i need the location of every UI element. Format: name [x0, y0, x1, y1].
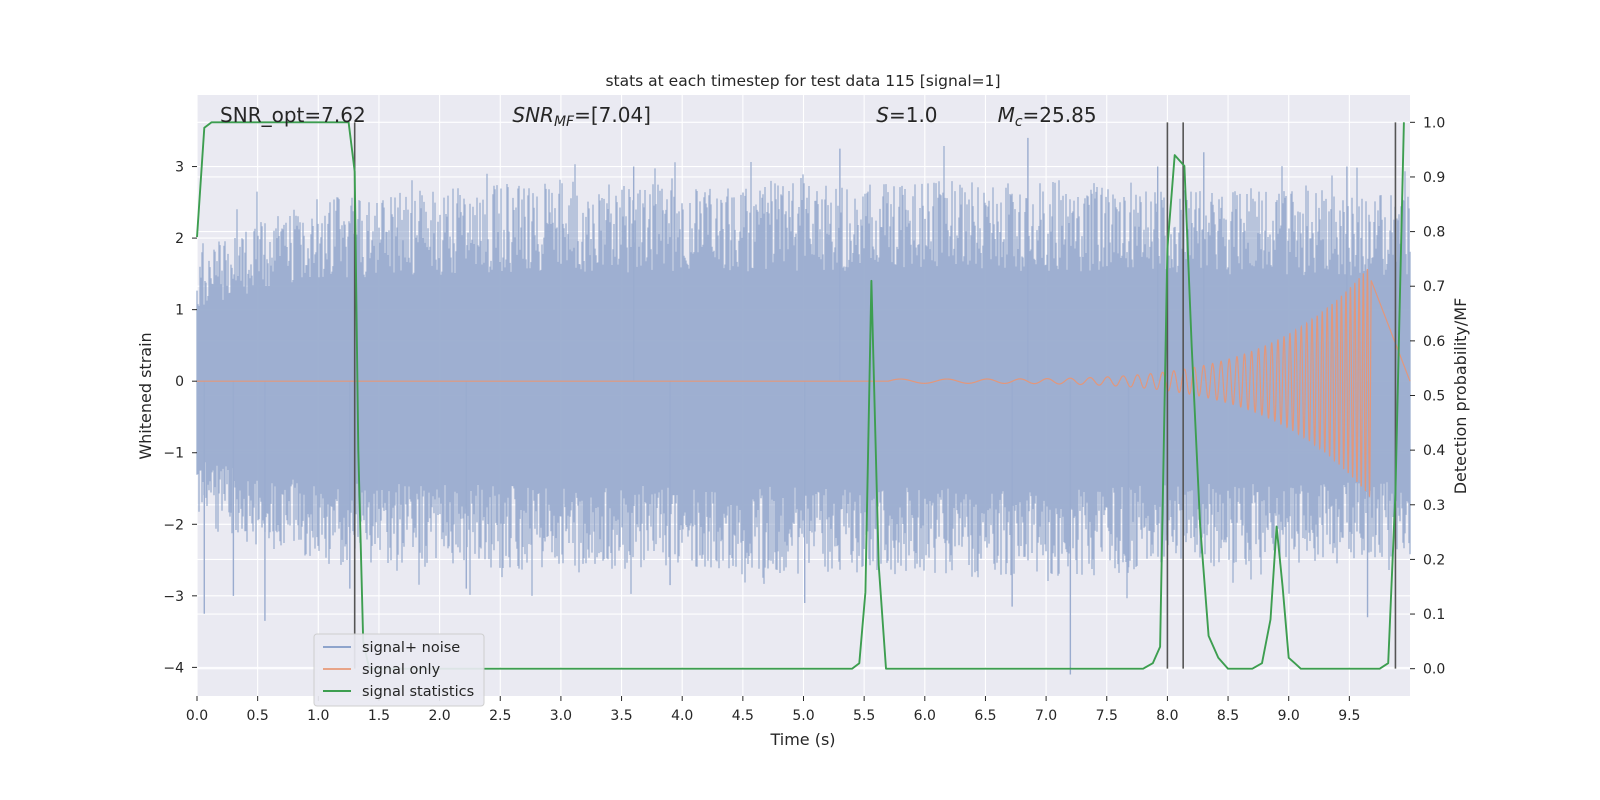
x-tick-label: 6.5 — [974, 708, 996, 724]
y-tick-label-left: −4 — [163, 660, 184, 676]
annotation-3: Mc=25.85 — [998, 103, 1097, 130]
y-tick-label-left: −3 — [163, 589, 184, 605]
y-tick-label-left: 3 — [175, 160, 184, 176]
y-tick-label-right: 0.5 — [1423, 389, 1445, 405]
x-tick-label: 0.5 — [247, 708, 269, 724]
series-signal-only — [197, 268, 1411, 498]
y-tick-label-right: 0.6 — [1423, 334, 1445, 350]
y-tick-label-right: 0.9 — [1423, 170, 1445, 186]
y-tick-label-left: 0 — [175, 374, 184, 390]
y-tick-label-right: 0.7 — [1423, 279, 1445, 295]
x-tick-label: 8.5 — [1217, 708, 1239, 724]
y-tick-label-right: 0.3 — [1423, 498, 1445, 514]
y-axis-label-right: Detection probability/MF — [1451, 298, 1470, 495]
annotation-0: SNR_opt=7.62 — [220, 103, 366, 127]
y-tick-label-right: 0.0 — [1423, 662, 1445, 678]
x-tick-label: 3.5 — [610, 708, 632, 724]
x-tick-label: 9.0 — [1278, 708, 1300, 724]
y-tick-label-left: −2 — [163, 517, 184, 533]
x-tick-label: 7.5 — [1096, 708, 1118, 724]
y-tick-label-right: 1.0 — [1423, 115, 1445, 131]
annotation-1: SNRMF=[7.04] — [512, 103, 651, 130]
y-tick-label-right: 0.1 — [1423, 607, 1445, 623]
y-tick-label-left: 1 — [175, 303, 184, 319]
legend: signal+ noise signal only signal statistic… — [313, 633, 485, 707]
annotation-2: S=1.0 — [876, 103, 937, 127]
x-tick-label: 5.5 — [853, 708, 875, 724]
signal-trace — [197, 268, 1411, 498]
y-tick-label-left: −1 — [163, 446, 184, 462]
x-tick-label: 6.0 — [914, 708, 936, 724]
legend-label: signal+ noise — [362, 640, 460, 656]
y-axis-label-left: Whitened strain — [136, 332, 155, 459]
axis-ticks: 0.0 0.5 1.0 1.5 2.0 2.5 3.0 3.5 4.0 4.5 5.0 5.5 6.0 6… — [163, 115, 1445, 724]
y-tick-label-right: 0.8 — [1423, 225, 1445, 241]
x-tick-label: 4.0 — [671, 708, 693, 724]
x-tick-label: 3.0 — [550, 708, 572, 724]
x-tick-label: 5.0 — [792, 708, 814, 724]
y-tick-label-right: 0.2 — [1423, 552, 1445, 568]
x-tick-label: 7.0 — [1035, 708, 1057, 724]
annotations: SNR_opt=7.62 SNRMF=[7.04] S=1.0 Mc=25.85 — [220, 103, 1097, 130]
x-tick-label: 2.0 — [428, 708, 450, 724]
legend-label: signal statistics — [362, 684, 474, 700]
x-tick-label: 8.0 — [1156, 708, 1178, 724]
x-axis-label: Time (s) — [769, 730, 835, 749]
x-tick-label: 2.5 — [489, 708, 511, 724]
y-tick-label-left: 2 — [175, 231, 184, 247]
y-tick-label-right: 0.4 — [1423, 443, 1445, 459]
legend-label: signal only — [362, 662, 441, 678]
x-tick-label: 1.5 — [368, 708, 390, 724]
x-tick-label: 9.5 — [1338, 708, 1360, 724]
x-tick-label: 1.0 — [307, 708, 329, 724]
x-tick-label: 0.0 — [186, 708, 208, 724]
x-tick-label: 4.5 — [732, 708, 754, 724]
legend-box — [313, 633, 485, 707]
chart-title: stats at each timestep for test data 115… — [605, 72, 1000, 90]
